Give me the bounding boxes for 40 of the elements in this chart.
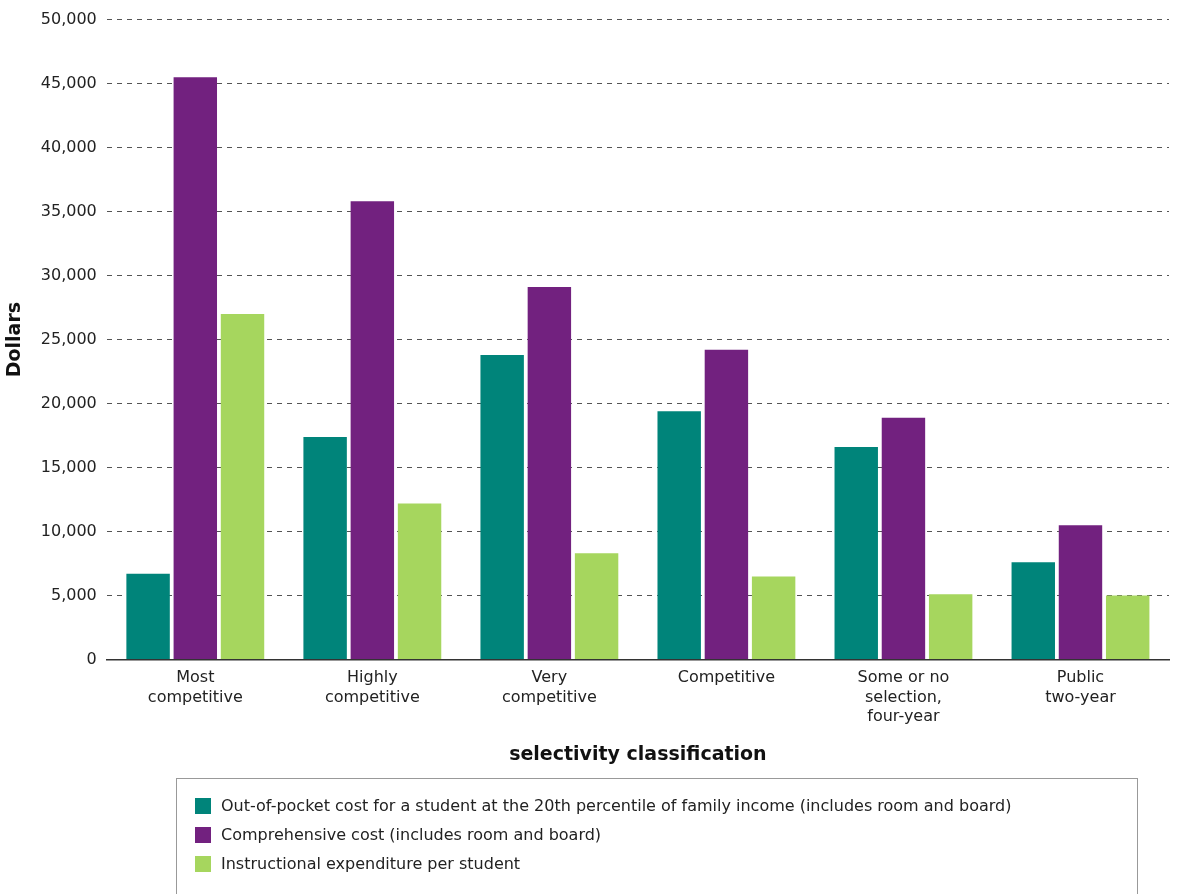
y-tick-label: 25,000 [40,328,97,348]
bar [480,354,524,660]
y-tick-label: 5,000 [50,584,97,604]
bar [1058,525,1103,660]
y-tick-label: 15,000 [40,456,97,476]
y-tick-label: 40,000 [40,136,97,156]
y-tick-label: 20,000 [40,392,97,412]
bar [527,287,572,660]
x-tick-label: Some or no selection, four-year [857,667,950,725]
bar [881,417,926,660]
bar [1105,595,1150,660]
x-tick-label: Very competitive [501,667,597,706]
y-tick-label: 50,000 [40,8,97,28]
bar [928,594,973,660]
legend-label: Instructional expenditure per student [221,854,521,873]
bar [303,436,347,660]
bar [173,77,218,660]
bar [751,576,796,660]
y-tick-label: 10,000 [40,520,97,540]
x-tick-label: Competitive [677,667,776,687]
x-tick-label: Public two-year [1045,667,1117,706]
y-tick-label: 35,000 [40,200,97,220]
bar [350,201,395,660]
legend-label: Comprehensive cost (includes room and board) [221,825,602,844]
bar [126,573,170,660]
bar [220,314,265,660]
y-tick-label: 30,000 [40,264,97,284]
legend-label: Out-of-pocket cost for a student at the 20th percentile of family income (includes room and board) [221,796,1012,815]
bar [574,553,619,660]
bar [704,349,749,660]
x-tick-label: Most competitive [147,667,243,706]
bar [397,503,442,660]
x-tick-label: Highly competitive [324,667,420,706]
y-tick-label: 45,000 [40,72,97,92]
bar [657,411,701,660]
y-tick-label: 0 [86,648,97,668]
bar [1011,562,1055,660]
y-axis-title: Dollars [2,301,25,378]
x-axis-title: selectivity classification [509,741,767,764]
bar [834,447,878,660]
